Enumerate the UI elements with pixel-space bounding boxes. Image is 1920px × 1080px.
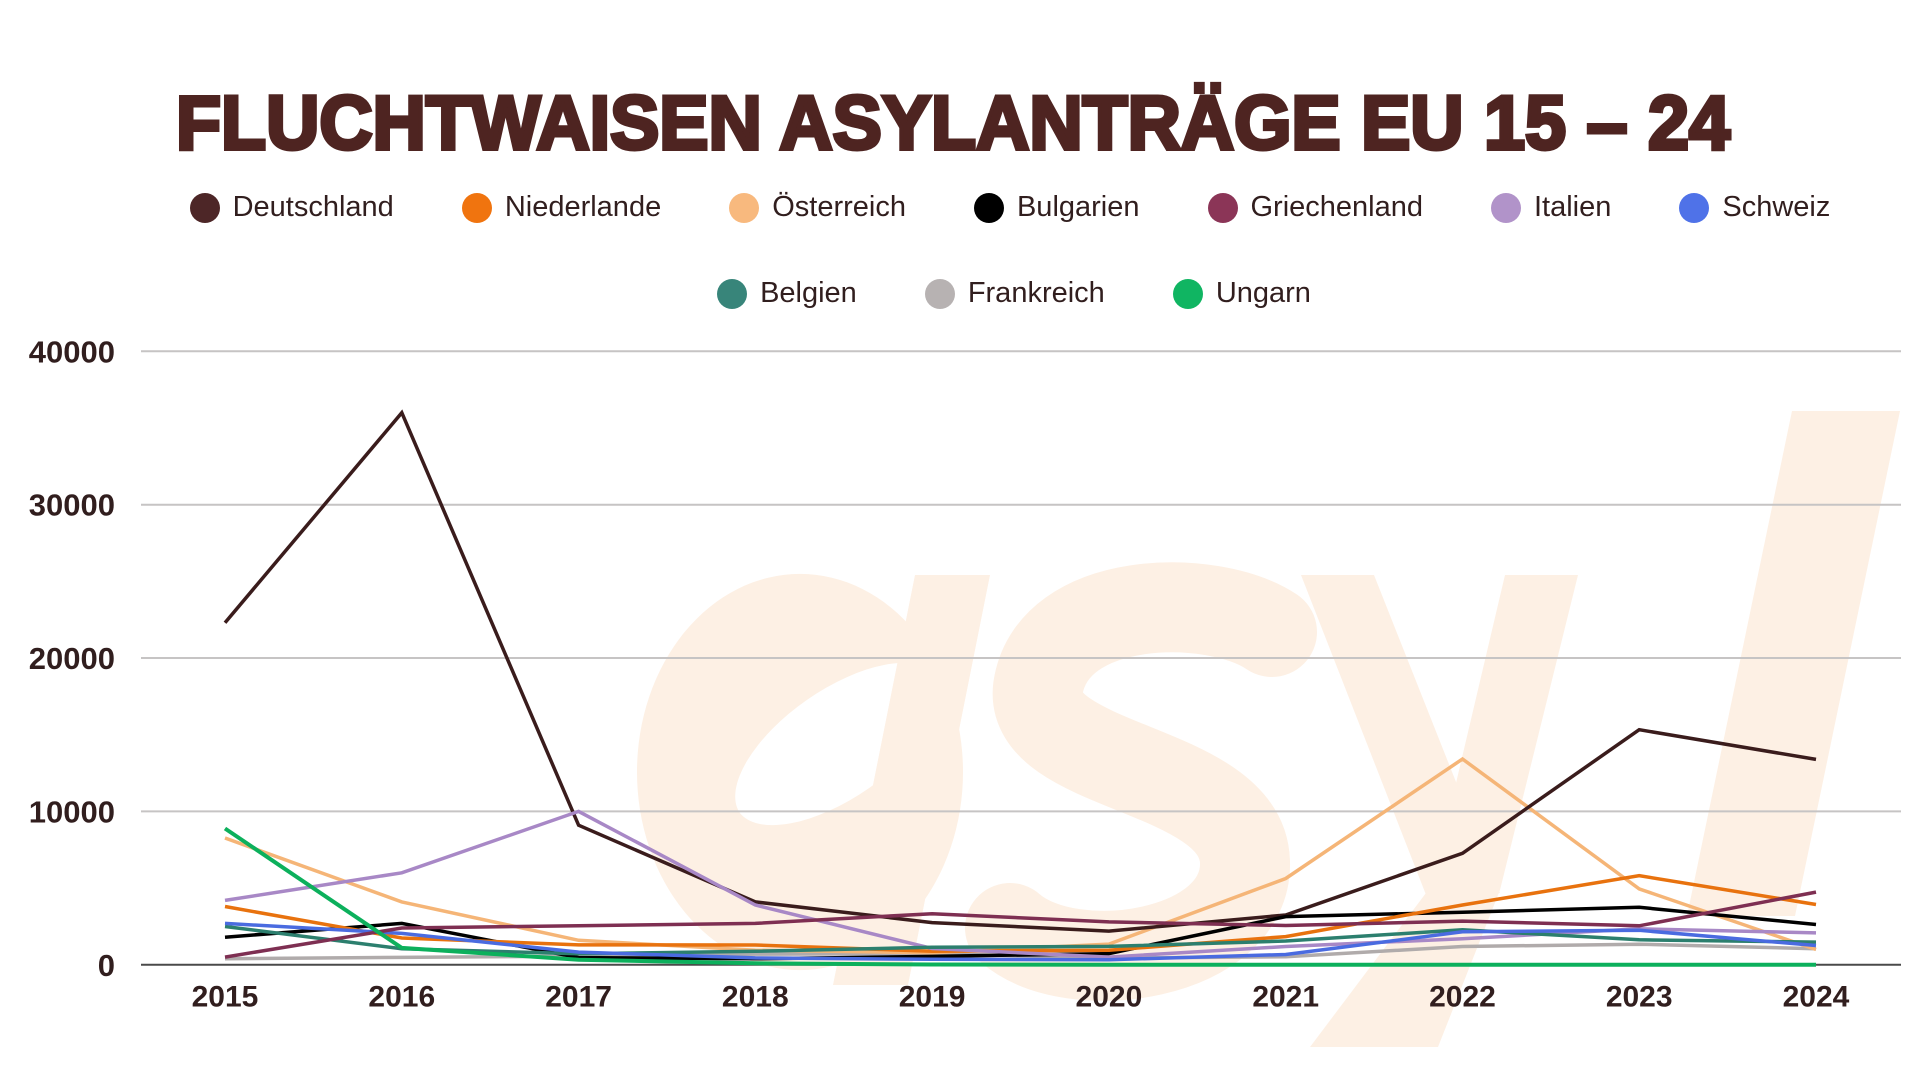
svg-text:10000: 10000 [29,794,115,829]
svg-text:0: 0 [98,948,115,983]
svg-text:2024: 2024 [1783,981,1850,1014]
svg-text:2020: 2020 [1076,981,1143,1014]
svg-text:30000: 30000 [29,488,115,523]
svg-text:2018: 2018 [722,981,789,1014]
svg-text:2023: 2023 [1606,981,1673,1014]
svg-text:2019: 2019 [899,981,966,1014]
svg-text:40000: 40000 [29,334,115,369]
svg-text:20000: 20000 [29,641,115,676]
svg-text:FLUCHTWAISEN ASYLANTRÄGE EU 15: FLUCHTWAISEN ASYLANTRÄGE EU 15 – 24 [176,81,1730,166]
svg-text:2022: 2022 [1429,981,1496,1014]
svg-text:2016: 2016 [368,981,435,1014]
svg-text:2017: 2017 [545,981,612,1014]
svg-text:2021: 2021 [1252,981,1319,1014]
svg-text:2015: 2015 [192,981,259,1014]
